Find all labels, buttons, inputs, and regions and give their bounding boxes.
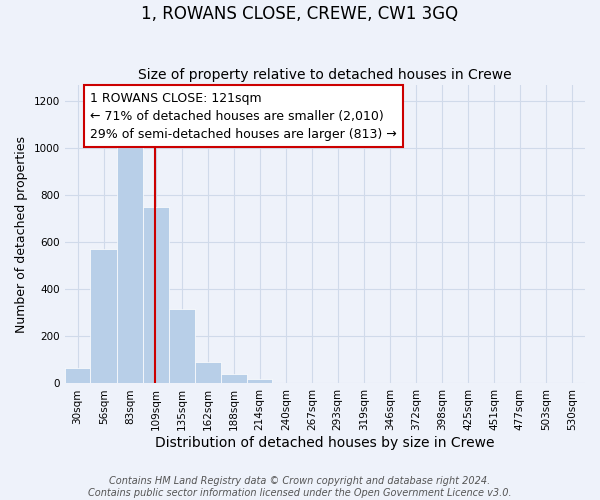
- Bar: [143, 207, 169, 384]
- Bar: [169, 310, 195, 384]
- Text: Contains HM Land Registry data © Crown copyright and database right 2024.
Contai: Contains HM Land Registry data © Crown c…: [88, 476, 512, 498]
- Bar: [195, 362, 221, 384]
- Bar: [221, 374, 247, 384]
- Bar: [65, 368, 91, 384]
- Bar: [91, 250, 117, 384]
- Text: 1, ROWANS CLOSE, CREWE, CW1 3GQ: 1, ROWANS CLOSE, CREWE, CW1 3GQ: [142, 5, 458, 23]
- X-axis label: Distribution of detached houses by size in Crewe: Distribution of detached houses by size …: [155, 436, 494, 450]
- Text: 1 ROWANS CLOSE: 121sqm
← 71% of detached houses are smaller (2,010)
29% of semi-: 1 ROWANS CLOSE: 121sqm ← 71% of detached…: [91, 92, 397, 140]
- Title: Size of property relative to detached houses in Crewe: Size of property relative to detached ho…: [138, 68, 512, 82]
- Bar: [247, 379, 272, 384]
- Bar: [117, 147, 143, 384]
- Y-axis label: Number of detached properties: Number of detached properties: [15, 136, 28, 332]
